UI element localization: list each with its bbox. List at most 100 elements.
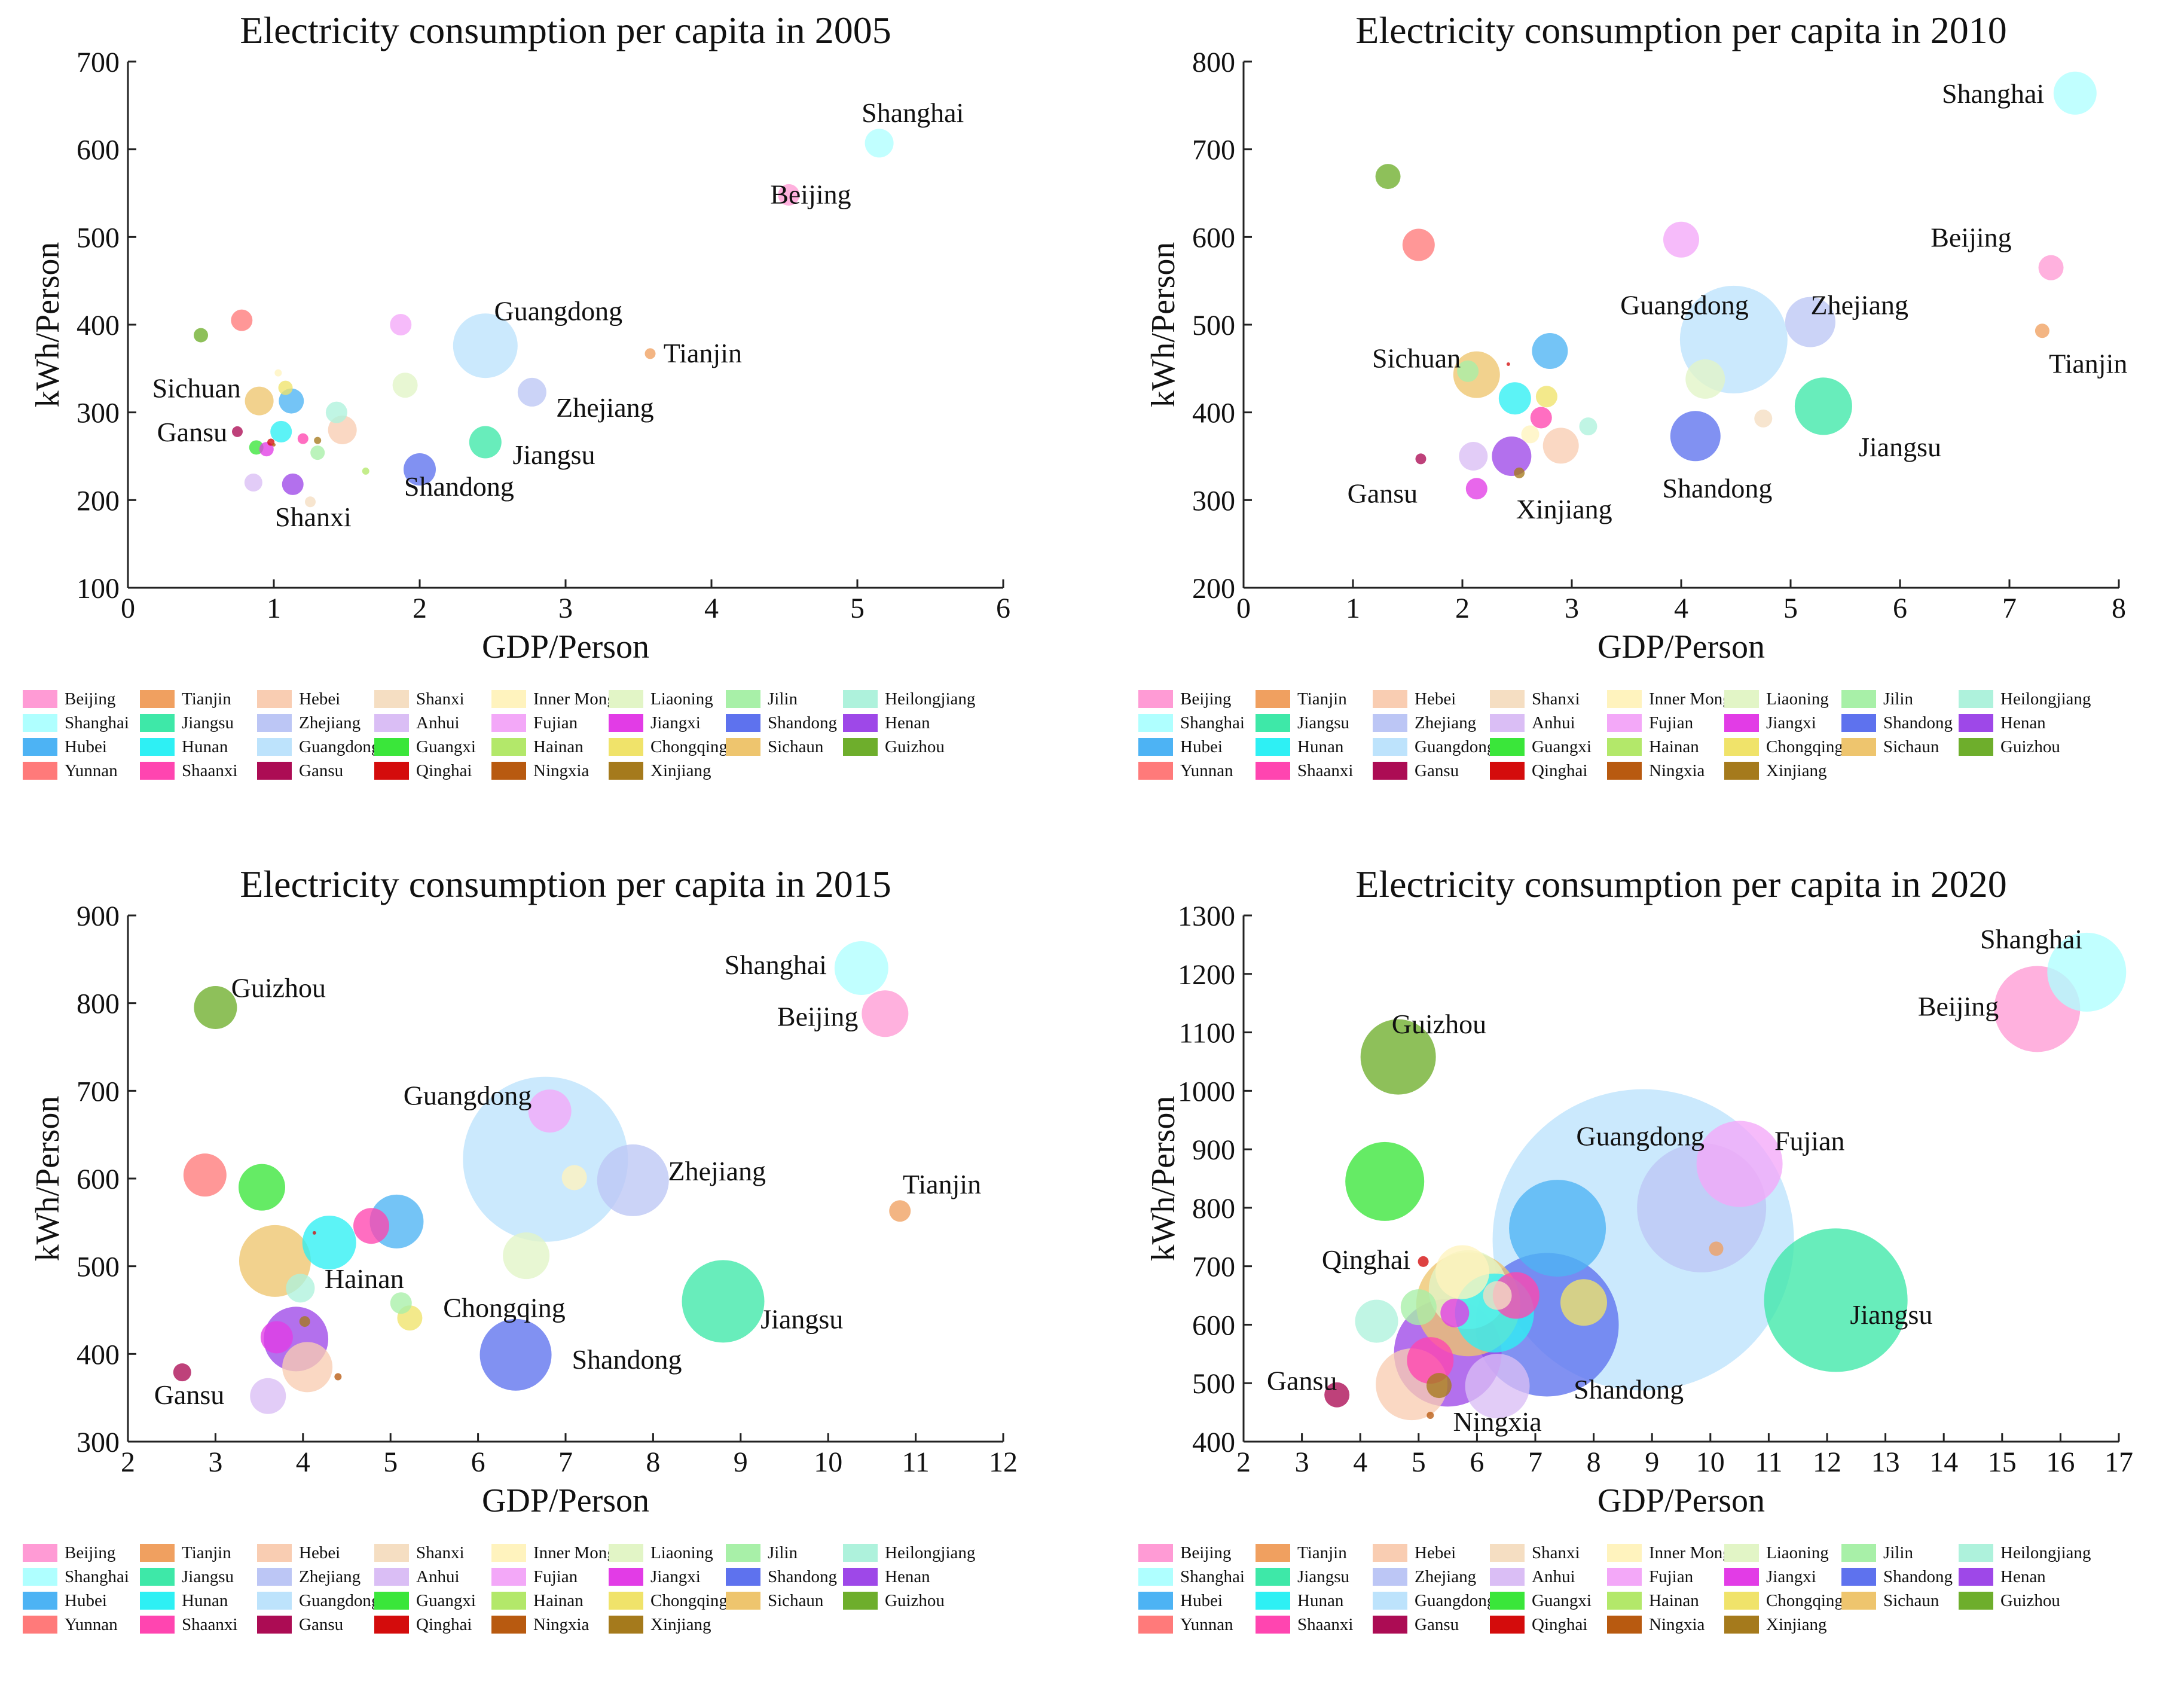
legend-swatch (609, 1544, 643, 1562)
point-label: Guangdong (494, 296, 622, 326)
legend-item: Beijing (23, 688, 115, 710)
legend-swatch (1959, 714, 1993, 732)
legend-label: Guangdong (299, 1591, 380, 1610)
legend-swatch (1373, 1568, 1407, 1586)
legend-label: Guizhou (885, 737, 945, 756)
legend-label: Henan (885, 1567, 930, 1586)
bubble-inner-mongolia (561, 1165, 587, 1190)
x-tick-label: 4 (704, 593, 719, 624)
legend-swatch (1490, 714, 1525, 732)
x-tick-label: 5 (850, 593, 865, 624)
legend-swatch (1373, 738, 1407, 756)
x-axis-label: GDP/Person (1597, 628, 1765, 666)
point-label: Zhejiang (556, 392, 654, 423)
bubble-shanxi (1754, 409, 1773, 428)
legend-swatch (843, 1568, 878, 1586)
legend-swatch (843, 1544, 878, 1562)
x-tick-label: 7 (2002, 593, 2017, 624)
legend-label: Jiangsu (182, 713, 234, 732)
point-label: Guangdong (404, 1080, 532, 1111)
legend-swatch (257, 762, 292, 780)
chart-panel-2020: Electricity consumption per capita in 20… (1116, 854, 2184, 1682)
legend-item: Anhui (1490, 1565, 1575, 1588)
point-label: Gansu (154, 1379, 225, 1410)
x-tick-label: 4 (296, 1446, 310, 1478)
legend-swatch (1841, 690, 1876, 708)
x-tick-label: 3 (208, 1446, 222, 1478)
bubble-sichaun (245, 386, 274, 416)
bubble-guangxi (1345, 1141, 1425, 1221)
legend-swatch (609, 762, 643, 780)
bubble-anhui (244, 474, 262, 492)
legend-label: Yunnan (1180, 761, 1233, 780)
legend-label: Jilin (1883, 689, 1913, 709)
chart-title: Electricity consumption per capita in 20… (1355, 9, 2006, 51)
bubble-chongqing (1560, 1279, 1608, 1326)
legend-label: Guizhou (885, 1591, 945, 1610)
bubble-tianjin (2035, 323, 2049, 338)
legend-item: Shaanxi (1256, 759, 1353, 782)
legend-swatch (1490, 1616, 1525, 1634)
legend-item: Gansu (1373, 759, 1459, 782)
bubble-xinjiang (299, 1316, 310, 1327)
bubble-guizhou (194, 986, 237, 1029)
legend-label: Heilongjiang (885, 1543, 976, 1562)
bubble-jiangxi (260, 1321, 293, 1354)
legend-item: Henan (1959, 1565, 2046, 1588)
legend-item: Sichaun (1841, 735, 1939, 758)
legend-swatch (1607, 714, 1642, 732)
legend-label: Liaoning (650, 1543, 713, 1562)
y-tick-label: 700 (77, 1076, 120, 1107)
bubble-heilongjiang (1355, 1299, 1398, 1343)
legend-label: Chongqing (650, 737, 728, 756)
legend-label: Xinjiang (1766, 1614, 1827, 1634)
bubble-gansu (173, 1363, 191, 1382)
legend-label: Shaanxi (1297, 1614, 1354, 1634)
legend-label: Hebei (299, 1543, 341, 1562)
legend-swatch (374, 1616, 409, 1634)
bubble-qinghai (312, 1231, 316, 1235)
bubble-shanghai (834, 941, 888, 995)
legend-item: Shandong (726, 712, 837, 734)
y-tick-label: 900 (77, 900, 120, 932)
legend-item: Chongqing (609, 1589, 728, 1612)
legend-swatch (843, 714, 878, 732)
legend-swatch (374, 1568, 409, 1586)
legend-swatch (1841, 1544, 1876, 1562)
bubble-shaanxi (1407, 1337, 1454, 1384)
legend-swatch (491, 1616, 526, 1634)
legend-swatch (1490, 1544, 1525, 1562)
legend-item: Liaoning (1724, 688, 1829, 710)
bubble-heilongjiang (325, 401, 347, 423)
legend-label: Guangdong (299, 737, 380, 756)
point-label: Zhejiang (668, 1156, 766, 1186)
x-tick-label: 10 (814, 1446, 842, 1478)
legend-label: Shanxi (1532, 689, 1580, 709)
bubble-liaoning (503, 1232, 550, 1280)
bubble-jiangsu (469, 426, 502, 459)
point-label: Gansu (1348, 478, 1418, 509)
legend-swatch (23, 762, 57, 780)
legend-label: Fujian (1649, 713, 1694, 732)
bubble-hebei (1542, 428, 1579, 464)
legend-item: Jiangxi (1724, 1565, 1816, 1588)
bubble-guizhou (1360, 1019, 1436, 1095)
bubble-heilongjiang (286, 1274, 315, 1303)
bubble-zhejiang (597, 1144, 669, 1216)
x-tick-label: 3 (558, 593, 573, 624)
legend-swatch (1256, 738, 1290, 756)
y-tick-label: 400 (1192, 398, 1235, 429)
bubble-inner-mongolia (1435, 1245, 1489, 1299)
legend-label: Xinjiang (1766, 761, 1827, 780)
legend-swatch (1256, 690, 1290, 708)
x-tick-label: 8 (646, 1446, 660, 1478)
point-label: Beijing (1918, 991, 1999, 1022)
y-tick-label: 700 (1192, 135, 1235, 166)
legend-swatch (1607, 1616, 1642, 1634)
legend-item: Fujian (491, 1565, 578, 1588)
legend-item: Tianjin (1256, 688, 1347, 710)
legend-label: Shanxi (416, 1543, 465, 1562)
bubble-shanxi (305, 496, 316, 508)
legend-swatch (491, 738, 526, 756)
legend-swatch (726, 738, 760, 756)
